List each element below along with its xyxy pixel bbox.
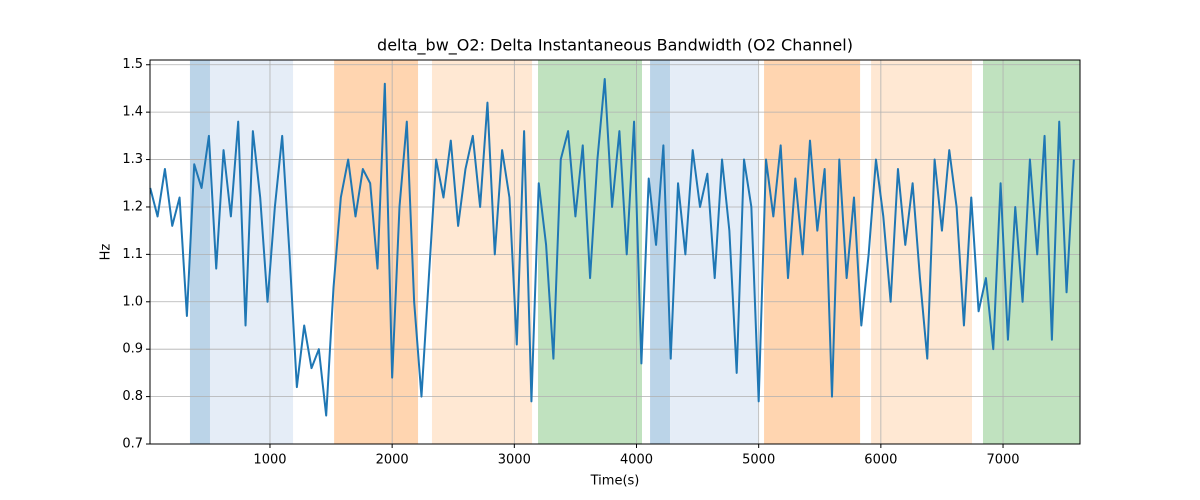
x-tick-label: 2000 <box>376 453 409 468</box>
x-tick-label: 7000 <box>986 453 1019 468</box>
y-tick-label: 1.3 <box>122 152 143 167</box>
y-tick-label: 0.7 <box>122 437 143 452</box>
highlight-span <box>538 60 643 444</box>
y-tick-label: 1.1 <box>122 247 143 262</box>
data-line <box>149 77 1075 417</box>
y-tick-label: 1.2 <box>122 199 143 214</box>
chart-title: delta_bw_O2: Delta Instantaneous Bandwid… <box>377 36 853 56</box>
x-tick-label: 1000 <box>253 453 286 468</box>
highlight-span <box>189 60 210 444</box>
highlight-span <box>670 60 759 444</box>
highlight-span <box>431 60 533 444</box>
y-tick-label: 0.9 <box>122 342 143 357</box>
y-tick-label: 0.8 <box>122 389 143 404</box>
x-tick-label: 4000 <box>620 453 653 468</box>
highlight-span <box>871 60 972 444</box>
x-tick-label: 5000 <box>742 453 775 468</box>
y-tick-label: 1.0 <box>122 294 143 309</box>
y-axis-label: Hz <box>99 244 114 261</box>
x-tick-label: 3000 <box>498 453 531 468</box>
y-tick-label: 1.4 <box>122 105 143 120</box>
plot-frame <box>149 59 1081 445</box>
highlight-span <box>650 60 671 444</box>
highlight-span <box>209 60 294 444</box>
x-tick-label: 6000 <box>864 453 897 468</box>
x-axis-label: Time(s) <box>590 474 640 489</box>
y-tick-label: 1.5 <box>122 57 143 72</box>
